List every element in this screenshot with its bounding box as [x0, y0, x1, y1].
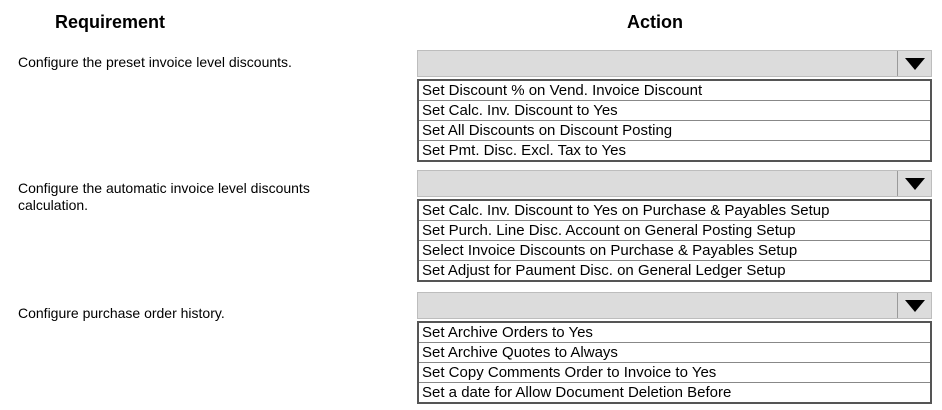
dropdown-arrow-button[interactable] [897, 171, 931, 196]
chevron-down-icon [904, 299, 925, 312]
option[interactable]: Set Adjust for Paument Disc. on General … [422, 262, 786, 279]
requirement-header: Requirement [55, 12, 166, 32]
option[interactable]: Set Calc. Inv. Discount to Yes [419, 101, 930, 121]
option[interactable]: Set Calc. Inv. Discount to Yes on Purcha… [419, 201, 930, 221]
dropdown-arrow-button[interactable] [897, 293, 931, 318]
chevron-down-icon [904, 57, 925, 70]
option[interactable]: Set Purch. Line Disc. Account on General… [419, 221, 930, 241]
action-header: Action [627, 12, 683, 32]
option[interactable]: Select Invoice Discounts on Purchase & P… [419, 241, 930, 261]
requirement-2: Configure the automatic invoice level di… [18, 180, 310, 213]
action-dropdown-2: Set Calc. Inv. Discount to Yes on Purcha… [417, 170, 932, 282]
action-dropdown-1: Set Discount % on Vend. Invoice Discount… [417, 50, 932, 162]
dropdown-select-3[interactable] [417, 292, 932, 319]
option[interactable]: Set Discount % on Vend. Invoice Discount [419, 81, 930, 101]
option[interactable]: Set Copy Comments Order to Invoice to Ye… [419, 363, 930, 383]
options-list-2: Set Calc. Inv. Discount to Yes on Purcha… [417, 199, 932, 282]
option[interactable]: Set a date for Allow Document Deletion B… [422, 384, 732, 401]
requirement-3: Configure purchase order history. [18, 305, 225, 321]
dropdown-select-2[interactable] [417, 170, 932, 197]
dropdown-arrow-button[interactable] [897, 51, 931, 76]
requirement-1: Configure the preset invoice level disco… [18, 54, 292, 70]
option[interactable]: Set All Discounts on Discount Posting [419, 121, 930, 141]
chevron-down-icon [904, 177, 925, 190]
option[interactable]: Set Archive Orders to Yes [419, 323, 930, 343]
action-dropdown-3: Set Archive Orders to Yes Set Archive Qu… [417, 292, 932, 404]
options-list-3: Set Archive Orders to Yes Set Archive Qu… [417, 321, 932, 404]
option[interactable]: Set Archive Quotes to Always [419, 343, 930, 363]
options-list-1: Set Discount % on Vend. Invoice Discount… [417, 79, 932, 162]
option[interactable]: Set Pmt. Disc. Excl. Tax to Yes [422, 142, 626, 159]
dropdown-select-1[interactable] [417, 50, 932, 77]
